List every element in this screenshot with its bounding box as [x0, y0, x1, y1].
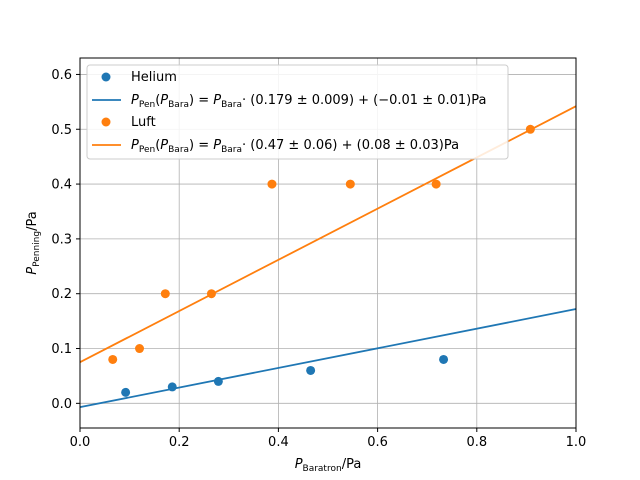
- legend-box: [86, 64, 509, 160]
- data-point-helium: [439, 354, 449, 364]
- data-point-luft: [267, 179, 277, 189]
- y-tick-label: 0.6: [51, 68, 72, 83]
- data-point-helium: [121, 387, 131, 397]
- y-tick-label: 0.2: [51, 287, 72, 302]
- x-tick-label: 0.2: [169, 435, 190, 450]
- axis-ticks: 0.0 0.2 0.4 0.6 0.8 1.0 0.0 0.1 0.2 0.3 0.4 0.5 0.6: [51, 68, 586, 450]
- data-point-luft: [135, 344, 145, 354]
- x-tick-label: 0.6: [367, 435, 388, 450]
- x-tick-label: 0.4: [268, 435, 289, 450]
- fit-line-2: [79, 308, 577, 409]
- y-tick-label: 0.5: [51, 123, 72, 138]
- x-tick-label: 1.0: [566, 435, 587, 450]
- data-point-luft: [160, 289, 170, 299]
- x-tick-label: 0.0: [70, 435, 91, 450]
- y-tick-label: 0.0: [51, 397, 72, 412]
- legend-marker-luft: [101, 117, 111, 127]
- data-point-luft: [206, 289, 216, 299]
- legend-label-luft: Luft: [131, 115, 156, 130]
- data-point-helium: [167, 382, 177, 392]
- data-point-luft: [525, 124, 535, 134]
- data-points: [108, 124, 535, 397]
- legend-label-helium-fit: PPen(PBara) = PBara· (0.179 ± 0.009) + (…: [131, 93, 486, 110]
- data-point-luft: [345, 179, 355, 189]
- plot-frame: [79, 57, 577, 429]
- legend-marker-helium: [101, 72, 111, 82]
- x-axis-label: PBaratron/Pa: [295, 457, 362, 474]
- legend-label-luft-fit: PPen(PBara) = PBara· (0.47 ± 0.06) + (0.…: [131, 138, 459, 155]
- data-point-luft: [431, 179, 441, 189]
- legend: Helium PPen(PBara) = PBara· (0.179 ± 0.0…: [86, 64, 509, 160]
- legend-label-helium: Helium: [131, 70, 177, 85]
- data-point-helium: [306, 365, 316, 375]
- y-tick-label: 0.3: [51, 232, 72, 247]
- y-tick-label: 0.1: [51, 342, 72, 357]
- x-tick-label: 0.8: [466, 435, 487, 450]
- data-point-helium: [213, 376, 223, 386]
- y-axis-label: PPenning/Pa: [25, 211, 42, 274]
- data-point-luft: [108, 354, 118, 364]
- y-tick-label: 0.4: [51, 178, 72, 193]
